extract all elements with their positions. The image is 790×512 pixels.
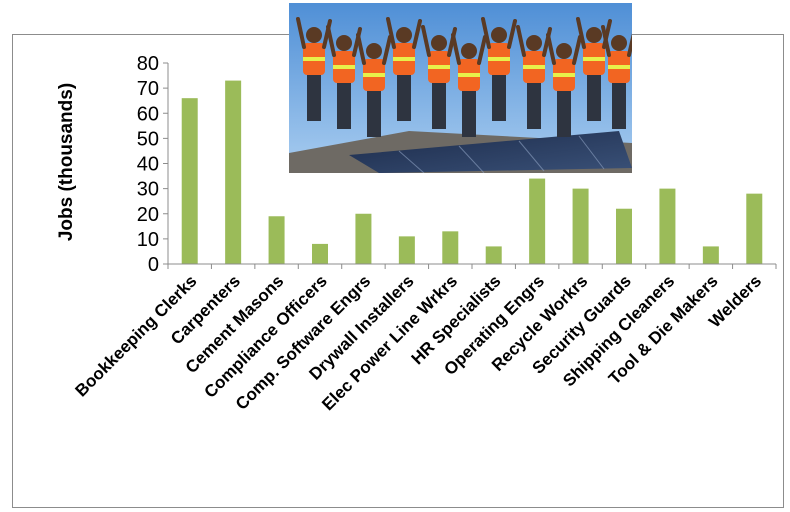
bar [485, 246, 502, 264]
bar [529, 178, 546, 264]
bar [225, 80, 242, 265]
y-tick-label: 70 [137, 78, 159, 100]
y-axis: 0 10 20 30 40 50 60 70 80 [137, 53, 169, 276]
bar [702, 246, 719, 264]
bar [616, 208, 632, 264]
y-tick-label: 0 [148, 254, 159, 276]
bar [659, 188, 676, 264]
bar [442, 231, 459, 264]
bar [355, 213, 372, 264]
y-axis-label: Jobs (thousands) [56, 83, 77, 241]
y-tick-label: 80 [137, 53, 159, 75]
bar [181, 98, 198, 264]
y-tick-label: 40 [137, 154, 159, 176]
y-tick-label: 20 [137, 204, 159, 226]
y-tick-label: 10 [137, 229, 159, 251]
bar [398, 236, 415, 264]
bar [746, 193, 763, 264]
y-tick-label: 50 [137, 128, 159, 150]
y-tick-label: 30 [137, 179, 159, 201]
bar [572, 188, 589, 264]
bar [312, 243, 328, 264]
y-tick-label: 60 [137, 103, 159, 125]
solar-workers-photo [289, 3, 632, 173]
bar [268, 216, 285, 264]
bars-group [181, 80, 763, 265]
